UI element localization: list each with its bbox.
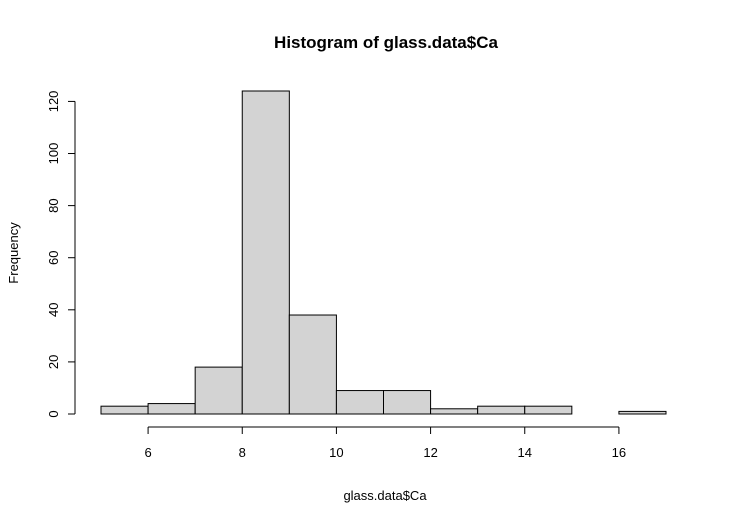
y-axis-label: Frequency [6,222,21,284]
x-axis-label: glass.data$Ca [343,488,427,503]
y-axis: 0 20 40 60 80 100 120 [46,91,76,418]
y-tick-label-80: 80 [46,198,61,212]
y-tick-label-60: 60 [46,250,61,264]
histogram-bar-3 [194,366,243,415]
histogram-bar-4 [241,90,290,415]
x-tick-label-10: 10 [329,445,343,460]
histogram-bar-12 [618,410,667,415]
histogram-bar-2 [147,403,196,415]
histogram-bar-10 [524,405,573,415]
x-tick-label-12: 12 [423,445,437,460]
x-tick-label-8: 8 [239,445,246,460]
bars-group [100,90,667,415]
y-tick-label-40: 40 [46,303,61,317]
x-tick-label-6: 6 [144,445,151,460]
histogram-bar-6 [335,390,384,415]
histogram-bar-5 [288,314,337,415]
x-tick-label-16: 16 [612,445,626,460]
histogram-bar-9 [477,405,526,415]
x-tick-label-14: 14 [518,445,532,460]
histogram-bar-7 [383,390,432,415]
y-tick-label-120: 120 [46,91,61,113]
y-tick-label-20: 20 [46,355,61,369]
histogram-bar-1 [100,405,149,415]
y-tick-label-0: 0 [46,410,61,417]
chart-title: Histogram of glass.data$Ca [274,33,498,52]
y-tick-label-100: 100 [46,143,61,165]
x-axis: 6 8 10 12 14 16 [144,426,626,460]
histogram-bar-8 [430,408,479,415]
